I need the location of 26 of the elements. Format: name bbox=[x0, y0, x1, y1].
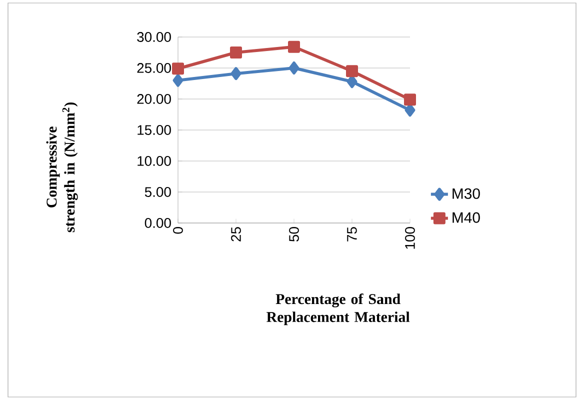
point bbox=[288, 40, 300, 53]
point bbox=[288, 62, 300, 74]
point bbox=[172, 74, 184, 87]
x-tick-label: 50 bbox=[289, 227, 299, 242]
point bbox=[230, 67, 242, 80]
point bbox=[404, 94, 416, 106]
y-tick-label: 5.00 bbox=[144, 187, 171, 197]
legend-label: M30 bbox=[452, 188, 480, 199]
x-tick-label: 25 bbox=[231, 227, 241, 242]
point bbox=[172, 62, 184, 75]
y-axis-title: Compressive strength in (N/mm$^{2}$) bbox=[46, 102, 78, 232]
x-axis-title: Percentage of Sand Replacement Material bbox=[266, 293, 410, 326]
y-tick-label: 15.00 bbox=[138, 125, 171, 135]
x-tick-label: 75 bbox=[347, 227, 357, 242]
point bbox=[346, 65, 358, 78]
point bbox=[404, 104, 416, 117]
y-tick-label: 30.00 bbox=[137, 32, 171, 42]
y-tick-label: 10.00 bbox=[138, 156, 171, 166]
x-tick-label: 0 bbox=[173, 227, 183, 234]
point bbox=[346, 75, 358, 88]
point bbox=[230, 46, 242, 58]
y-tick-label: 0.00 bbox=[144, 218, 171, 228]
y-tick-label: 25.00 bbox=[137, 63, 171, 73]
y-tick-label: 20.00 bbox=[137, 94, 171, 104]
legend-label: M40 bbox=[452, 212, 480, 223]
x-tick-label: 100 bbox=[405, 227, 415, 249]
